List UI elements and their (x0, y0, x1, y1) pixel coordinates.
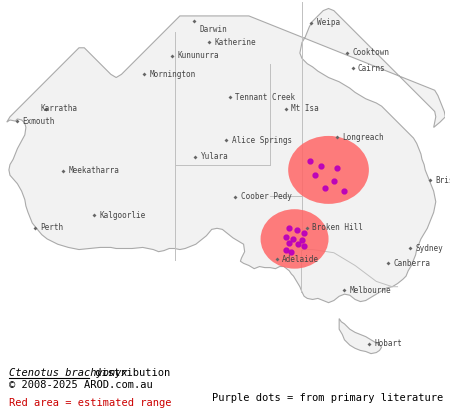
Text: Coober Pedy: Coober Pedy (241, 192, 292, 201)
Text: Ctenotus brachyonyx: Ctenotus brachyonyx (9, 368, 128, 378)
Polygon shape (339, 319, 382, 354)
Text: distribution: distribution (89, 368, 171, 378)
Text: Tennant Creek: Tennant Creek (235, 93, 295, 102)
Text: Mornington: Mornington (149, 70, 196, 79)
Text: Brisbane: Brisbane (435, 176, 450, 185)
Text: Kununurra: Kununurra (177, 51, 219, 61)
Text: Hobart: Hobart (374, 339, 402, 348)
Text: Cooktown: Cooktown (352, 48, 389, 57)
Text: Mt Isa: Mt Isa (291, 104, 319, 113)
Text: Melbourne: Melbourne (349, 286, 391, 295)
Text: Karratha: Karratha (40, 104, 77, 113)
Text: Cairns: Cairns (358, 63, 386, 73)
Text: Sydney: Sydney (416, 244, 443, 253)
Text: Alice Springs: Alice Springs (232, 136, 292, 145)
Ellipse shape (261, 209, 328, 269)
Ellipse shape (288, 136, 369, 204)
Text: Exmouth: Exmouth (22, 117, 54, 126)
Text: Red area = estimated range: Red area = estimated range (9, 398, 171, 408)
Text: Adelaide: Adelaide (282, 255, 319, 264)
Text: © 2008-2025 AROD.com.au: © 2008-2025 AROD.com.au (9, 380, 153, 390)
Text: Canberra: Canberra (394, 259, 431, 268)
Polygon shape (7, 8, 446, 303)
Text: Weipa: Weipa (316, 18, 340, 27)
Text: Longreach: Longreach (342, 133, 383, 142)
Text: Yulara: Yulara (201, 152, 229, 161)
Text: Meekatharra: Meekatharra (68, 166, 119, 176)
Text: Darwin: Darwin (199, 25, 227, 34)
Text: Purple dots = from primary literature: Purple dots = from primary literature (212, 393, 443, 403)
Text: Perth: Perth (40, 223, 63, 232)
Text: Broken Hill: Broken Hill (312, 223, 363, 232)
Text: Kalgoorlie: Kalgoorlie (100, 210, 146, 220)
Text: Katherine: Katherine (215, 38, 256, 46)
